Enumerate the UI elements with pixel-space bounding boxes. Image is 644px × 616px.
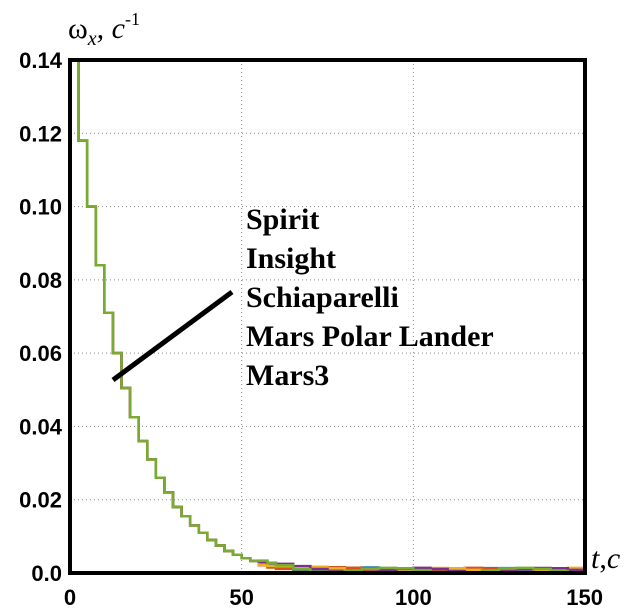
x-tick-label: 150 [566, 585, 603, 610]
y-tick-label: 0.06 [19, 341, 62, 366]
annotation-label-spirit: Spirit [246, 203, 319, 236]
y-tick-label: 0.12 [19, 121, 62, 146]
x-tick-label: 0 [64, 585, 76, 610]
y-axis-label: ωx, c-1 [68, 9, 140, 50]
y-tick-label: 0.02 [19, 488, 62, 513]
series-line-2 [70, 58, 587, 575]
series-group [70, 58, 587, 575]
series-line-3 [70, 58, 587, 575]
x-axis-label: t,c [591, 542, 620, 575]
y-tick-label: 0.10 [19, 195, 62, 220]
annotation-labels: Spirit Insight Schiaparelli Mars Polar L… [246, 203, 494, 392]
annotation-label-mars3: Mars3 [246, 359, 329, 392]
annotation-label-schiaparelli: Schiaparelli [246, 281, 399, 314]
annotation-label-insight: Insight [246, 242, 336, 275]
series-line-1 [70, 58, 587, 575]
series-line-0 [70, 58, 587, 575]
annotation-pointer [111, 289, 234, 383]
tick-labels: 0.0 0.02 0.04 0.06 0.08 0.10 0.12 0.14 0 50 100 150 [19, 48, 603, 610]
y-tick-label: 0.04 [19, 414, 63, 439]
series-line-4 [70, 58, 587, 575]
x-tick-label: 50 [229, 585, 253, 610]
grid [70, 60, 585, 573]
y-tick-label: 0.14 [19, 48, 63, 73]
plot-frame [68, 58, 587, 575]
y-tick-label: 0.08 [19, 268, 62, 293]
annotation-label-mars-polar-lander: Mars Polar Lander [246, 320, 494, 353]
x-tick-label: 100 [395, 585, 432, 610]
y-tick-label: 0.0 [31, 561, 62, 586]
